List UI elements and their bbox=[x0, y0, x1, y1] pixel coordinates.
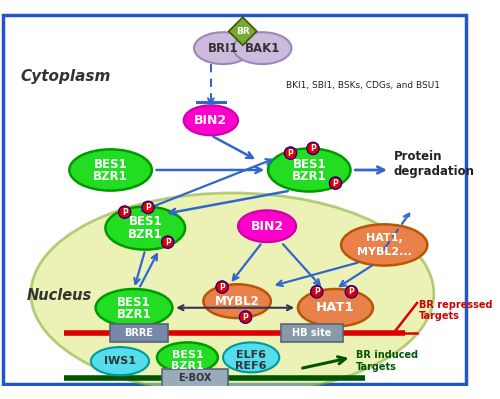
Polygon shape bbox=[228, 17, 257, 45]
FancyBboxPatch shape bbox=[280, 324, 344, 342]
Text: P: P bbox=[122, 207, 128, 217]
Text: BES1: BES1 bbox=[117, 296, 151, 308]
Text: MYBL2...: MYBL2... bbox=[357, 247, 412, 257]
Circle shape bbox=[284, 147, 296, 159]
Text: Nucleus: Nucleus bbox=[26, 288, 92, 303]
Text: HB site: HB site bbox=[292, 328, 332, 338]
Text: BZR1: BZR1 bbox=[292, 170, 326, 183]
Text: P: P bbox=[165, 238, 170, 247]
Text: P: P bbox=[288, 148, 294, 158]
Text: BR: BR bbox=[236, 27, 250, 36]
Circle shape bbox=[310, 286, 323, 298]
FancyBboxPatch shape bbox=[162, 369, 228, 387]
Text: BES1: BES1 bbox=[128, 215, 162, 228]
Text: Cytoplasm: Cytoplasm bbox=[20, 69, 111, 84]
Text: P: P bbox=[310, 144, 316, 153]
Text: BIN2: BIN2 bbox=[250, 220, 284, 233]
Ellipse shape bbox=[341, 224, 428, 266]
FancyBboxPatch shape bbox=[110, 324, 168, 342]
Text: BR repressed
Targets: BR repressed Targets bbox=[419, 300, 492, 321]
Text: REF6: REF6 bbox=[236, 361, 267, 371]
Circle shape bbox=[216, 281, 228, 293]
Circle shape bbox=[307, 142, 319, 154]
Text: BES1: BES1 bbox=[94, 158, 128, 171]
Text: BRI1: BRI1 bbox=[208, 41, 238, 55]
Text: BAK1: BAK1 bbox=[244, 41, 280, 55]
Circle shape bbox=[162, 236, 174, 248]
Ellipse shape bbox=[96, 289, 172, 326]
Ellipse shape bbox=[268, 148, 350, 192]
Text: P: P bbox=[242, 312, 248, 322]
Text: P: P bbox=[348, 287, 354, 296]
Text: MYBL2: MYBL2 bbox=[214, 295, 260, 308]
Text: E-BOX: E-BOX bbox=[178, 373, 212, 383]
Circle shape bbox=[142, 201, 154, 213]
Ellipse shape bbox=[204, 284, 271, 318]
Text: BR induced
Targets: BR induced Targets bbox=[356, 350, 418, 372]
Text: P: P bbox=[332, 179, 338, 188]
Ellipse shape bbox=[70, 149, 152, 191]
Ellipse shape bbox=[157, 342, 218, 372]
Text: HAT1: HAT1 bbox=[316, 301, 355, 314]
Circle shape bbox=[240, 311, 252, 323]
Text: BZR1: BZR1 bbox=[93, 170, 128, 183]
Ellipse shape bbox=[238, 210, 296, 242]
Text: ELF6: ELF6 bbox=[236, 350, 266, 359]
Ellipse shape bbox=[91, 347, 149, 375]
Ellipse shape bbox=[234, 32, 292, 64]
Text: BES1: BES1 bbox=[172, 350, 203, 359]
Text: IWS1: IWS1 bbox=[104, 356, 136, 366]
Ellipse shape bbox=[194, 32, 252, 64]
Text: BZR1: BZR1 bbox=[171, 361, 204, 371]
FancyBboxPatch shape bbox=[3, 15, 466, 384]
Ellipse shape bbox=[184, 105, 238, 135]
Circle shape bbox=[118, 206, 130, 218]
Ellipse shape bbox=[298, 289, 373, 326]
Text: P: P bbox=[314, 287, 320, 296]
Ellipse shape bbox=[223, 342, 280, 372]
Text: P: P bbox=[145, 203, 151, 212]
Text: BKI1, SBI1, BSKs, CDGs, and BSU1: BKI1, SBI1, BSKs, CDGs, and BSU1 bbox=[286, 81, 440, 90]
Text: BRRE: BRRE bbox=[124, 328, 153, 338]
Circle shape bbox=[330, 177, 342, 189]
Text: BIN2: BIN2 bbox=[194, 114, 228, 127]
Text: BZR1: BZR1 bbox=[128, 228, 162, 241]
Text: BES1: BES1 bbox=[292, 158, 326, 171]
Circle shape bbox=[346, 286, 358, 298]
Text: HAT1,: HAT1, bbox=[366, 233, 403, 243]
Text: BZR1: BZR1 bbox=[116, 308, 152, 321]
Ellipse shape bbox=[31, 193, 434, 395]
Text: Protein
degradation: Protein degradation bbox=[394, 150, 474, 178]
Ellipse shape bbox=[106, 207, 185, 250]
Text: P: P bbox=[219, 282, 225, 292]
